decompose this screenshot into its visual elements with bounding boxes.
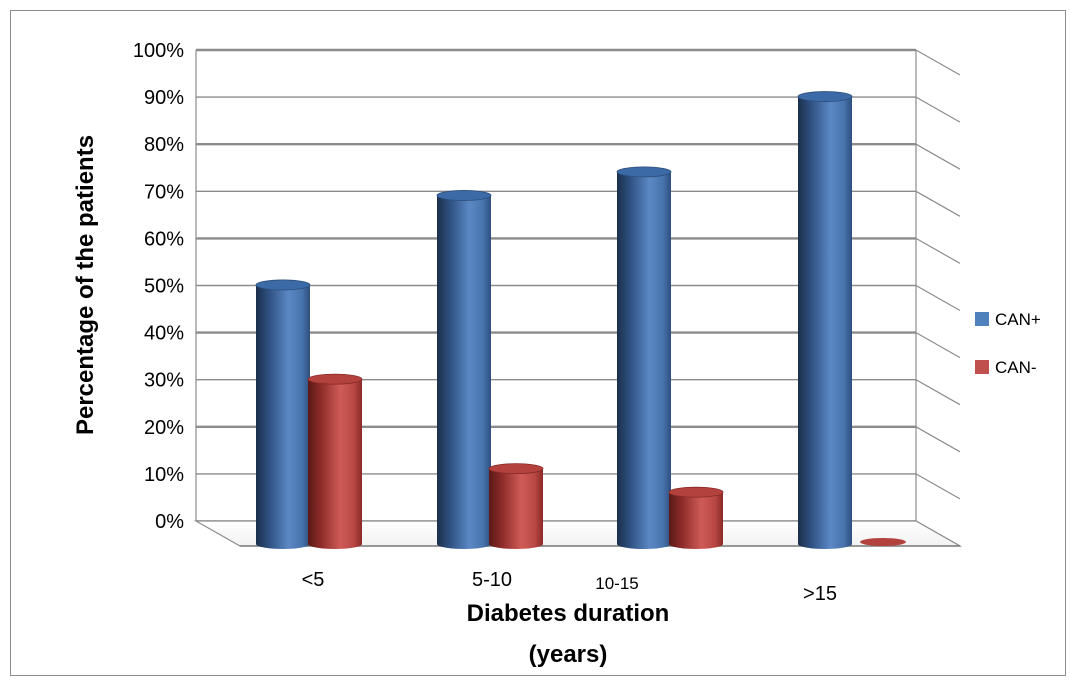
x-tick-label: 10-15 [595, 574, 638, 593]
bar-top [307, 373, 363, 385]
side-gridline [915, 284, 961, 312]
side-gridline [915, 426, 961, 453]
x-axis-ticks: <5 5-10 10-15 >15 [302, 569, 837, 605]
side-gridline [915, 237, 961, 264]
bar [669, 492, 723, 549]
y-tick-label: 90% [144, 87, 184, 109]
y-tick-label: 100% [133, 40, 184, 62]
side-gridline [915, 96, 961, 123]
bar [798, 96, 852, 550]
chart-border [10, 10, 1066, 676]
legend-label: CAN+ [995, 310, 1041, 329]
y-tick-label: 20% [144, 417, 184, 439]
bar-top [488, 463, 544, 475]
x-tick-label: >15 [803, 583, 837, 605]
y-tick-label: 60% [144, 228, 184, 250]
bar-group [797, 91, 906, 550]
bar-group [436, 190, 544, 549]
x-axis-title-line2: (years) [529, 641, 608, 668]
y-tick-label: 40% [144, 323, 184, 345]
y-tick-label: 10% [144, 464, 184, 486]
y-axis-title: Percentage of the patients [72, 135, 99, 435]
bar [308, 379, 362, 549]
bar-top [797, 91, 853, 102]
bar-group [255, 279, 363, 549]
x-tick-label: 5-10 [472, 569, 512, 591]
bar [860, 538, 906, 546]
y-tick-label: 50% [144, 276, 184, 298]
y-tick-label: 70% [144, 181, 184, 203]
legend-swatch [975, 312, 989, 326]
side-gridline [915, 190, 961, 217]
bar [617, 171, 671, 549]
side-gridline [915, 332, 961, 359]
bar-top [616, 166, 672, 178]
x-axis-title-line1: Diabetes duration [467, 600, 670, 627]
side-gridline [915, 143, 961, 170]
side-gridline [915, 473, 961, 500]
x-tick-label: <5 [302, 569, 325, 591]
bar-top [668, 486, 724, 498]
bar [489, 468, 543, 549]
y-tick-label: 30% [144, 370, 184, 392]
bar [437, 195, 491, 549]
bar-top [255, 279, 311, 291]
bar [256, 284, 310, 549]
y-tick-label: 80% [144, 134, 184, 156]
side-gridline [915, 49, 961, 76]
side-gridline [915, 379, 961, 406]
legend-swatch [975, 360, 989, 374]
bar-group [616, 166, 724, 549]
legend: CAN+ CAN- [975, 310, 1041, 377]
legend-label: CAN- [995, 358, 1037, 377]
y-tick-label: 0% [155, 511, 184, 533]
bars [255, 91, 906, 550]
chart-floor [193, 520, 963, 547]
y-axis-ticks: 0% 10% 20% 30% 40% 50% 60% 70% 80% 90% 100% [133, 40, 184, 533]
bar-top [436, 190, 492, 201]
